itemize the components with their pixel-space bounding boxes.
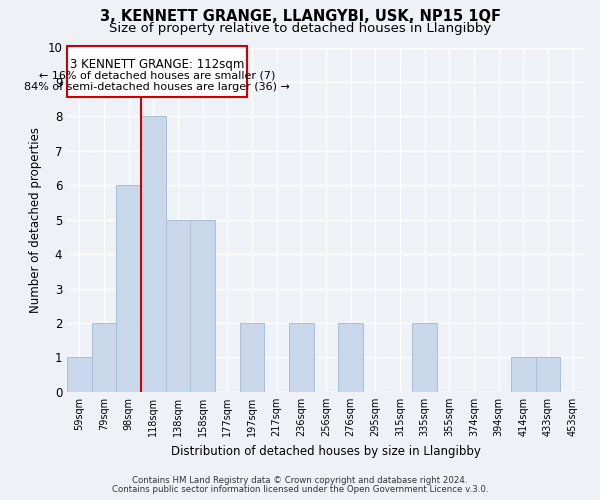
Bar (536, 358, 560, 392)
Text: 3 KENNETT GRANGE: 112sqm: 3 KENNETT GRANGE: 112sqm (70, 58, 244, 71)
Bar (240, 323, 265, 392)
X-axis label: Distribution of detached houses by size in Llangibby: Distribution of detached houses by size … (171, 444, 481, 458)
Bar (289, 323, 314, 392)
Y-axis label: Number of detached properties: Number of detached properties (29, 126, 42, 312)
Text: 3, KENNETT GRANGE, LLANGYBI, USK, NP15 1QF: 3, KENNETT GRANGE, LLANGYBI, USK, NP15 1… (100, 9, 500, 24)
Bar (141, 116, 166, 392)
Bar (338, 323, 363, 392)
Text: Contains public sector information licensed under the Open Government Licence v.: Contains public sector information licen… (112, 485, 488, 494)
Text: Size of property relative to detached houses in Llangibby: Size of property relative to detached ho… (109, 22, 491, 35)
Bar (190, 220, 215, 392)
Text: Contains HM Land Registry data © Crown copyright and database right 2024.: Contains HM Land Registry data © Crown c… (132, 476, 468, 485)
Text: ← 16% of detached houses are smaller (7): ← 16% of detached houses are smaller (7) (39, 70, 275, 81)
Text: 84% of semi-detached houses are larger (36) →: 84% of semi-detached houses are larger (… (24, 82, 290, 92)
Bar (412, 323, 437, 392)
Bar (67, 358, 92, 392)
Bar (511, 358, 536, 392)
Bar (92, 323, 116, 392)
FancyBboxPatch shape (67, 46, 247, 98)
Bar (166, 220, 190, 392)
Bar (116, 186, 141, 392)
